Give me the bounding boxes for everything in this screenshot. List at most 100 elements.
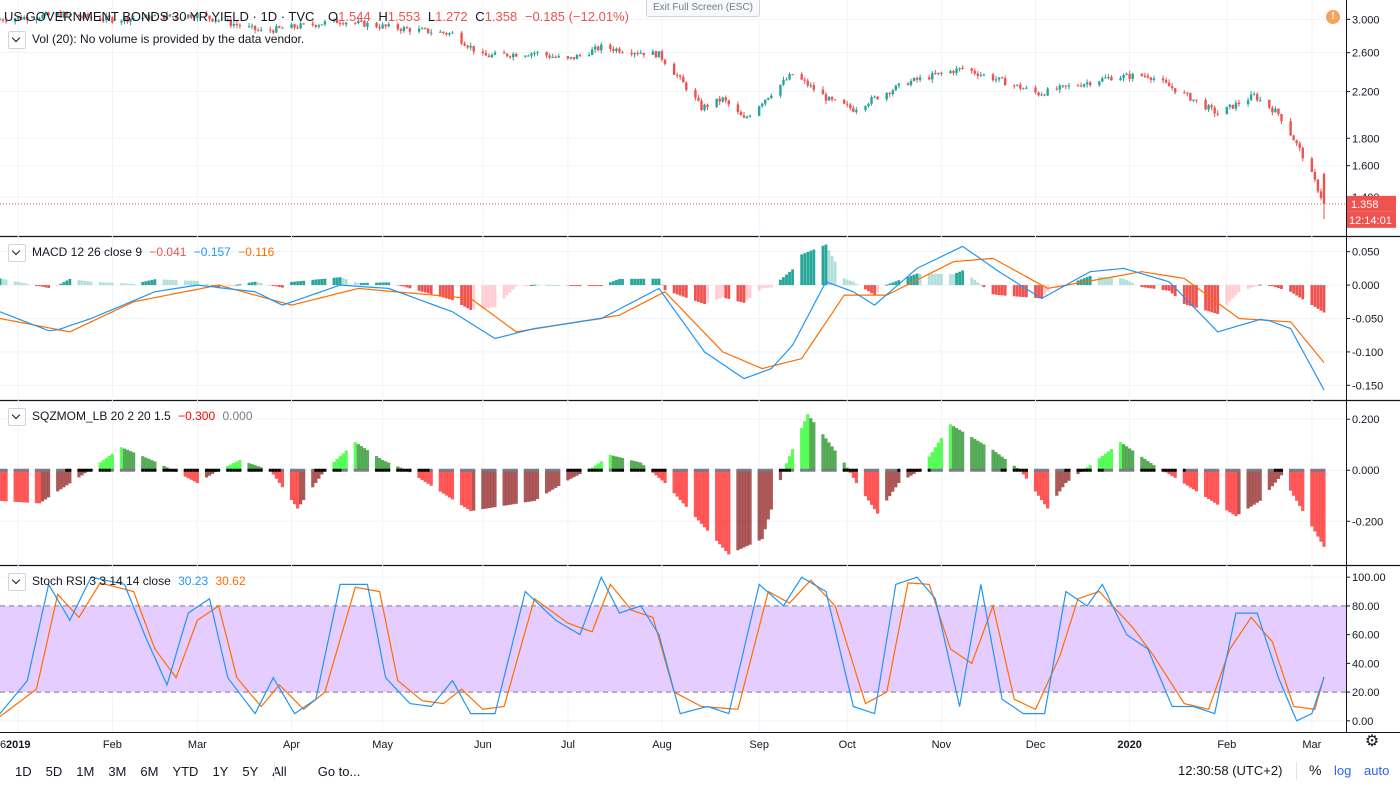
macd-histogram-bar xyxy=(596,285,600,287)
squeeze-bar xyxy=(384,461,388,471)
squeeze-bar xyxy=(459,470,464,506)
candle-body xyxy=(533,52,536,54)
candle-body xyxy=(976,73,980,76)
squeeze-bar xyxy=(508,470,512,505)
squeeze-dot xyxy=(1310,468,1314,472)
squeeze-dot xyxy=(192,468,196,472)
macd-histogram-bar xyxy=(1270,285,1274,287)
timeframe-1m[interactable]: 1M xyxy=(76,763,95,779)
macd-histogram-bar xyxy=(684,285,688,298)
timeframe-6m[interactable]: 6M xyxy=(140,763,159,779)
squeeze-dot xyxy=(970,468,974,472)
squeeze-bar xyxy=(1152,465,1156,471)
candle-body xyxy=(1289,121,1292,136)
macd-line-value: −0.157 xyxy=(193,245,231,260)
squeeze-dot xyxy=(37,468,41,472)
macd-histogram-bar xyxy=(991,285,995,295)
candle-body xyxy=(105,15,108,21)
candle-body xyxy=(1174,88,1177,93)
macd-histogram-bar xyxy=(1103,277,1107,286)
time-axis[interactable]: 6 2019 Feb Mar Apr May Jun Jul Aug Sep Oct Nov Dec 20… xyxy=(0,739,1322,751)
squeeze-dot xyxy=(1149,468,1153,472)
squeeze-bar xyxy=(800,428,804,471)
candle-body xyxy=(593,46,597,50)
squeeze-dot xyxy=(939,468,943,472)
squeeze-bar xyxy=(736,470,740,551)
squeeze-dot xyxy=(933,468,937,472)
squeeze-bar xyxy=(1046,470,1050,509)
macd-histogram-bar xyxy=(1110,277,1113,286)
squeeze-bar xyxy=(672,470,676,494)
candle-body xyxy=(1313,172,1317,180)
chevron-down-icon[interactable] xyxy=(8,573,26,591)
squeeze-dot xyxy=(34,468,38,472)
candle-body xyxy=(484,53,488,56)
timeframe-1y[interactable]: 1Y xyxy=(212,763,229,779)
squeeze-bar xyxy=(493,470,497,508)
squeeze-dot xyxy=(1301,468,1305,472)
macd-histogram-bar xyxy=(387,282,391,286)
timeframe-5d[interactable]: 5D xyxy=(45,763,63,779)
macd-histogram-bar xyxy=(821,245,825,286)
macd-histogram-bar xyxy=(788,271,791,286)
macd-histogram-bar xyxy=(47,285,50,288)
macd-histogram-bar xyxy=(779,279,782,286)
squeeze-dot xyxy=(961,468,965,472)
macd-histogram-bar xyxy=(323,278,327,286)
squeeze-bar xyxy=(891,470,895,492)
candle-body xyxy=(205,13,208,16)
macd-histogram-bar xyxy=(785,274,788,286)
open-value: 1.544 xyxy=(338,9,371,24)
alert-icon[interactable]: ! xyxy=(1326,10,1340,24)
candle-body xyxy=(952,70,955,74)
macd-histogram-bar xyxy=(165,279,169,286)
time-tick-label: Feb xyxy=(1217,739,1236,751)
exit-fullscreen-button[interactable]: Exit Full Screen (ESC) xyxy=(646,0,760,17)
macd-histogram-bar xyxy=(748,285,752,299)
price-scales[interactable]: 3.0002.6002.2001.8001.6001.4001.35812:14… xyxy=(1346,14,1396,728)
macd-histogram-bar xyxy=(299,281,303,286)
timeframe-1d[interactable]: 1D xyxy=(15,763,32,779)
timeframe-5y[interactable]: 5Y xyxy=(242,763,259,779)
candle-body xyxy=(1204,100,1207,110)
timeframe-all[interactable]: All xyxy=(272,763,287,779)
chevron-down-icon[interactable] xyxy=(8,244,26,262)
squeeze-dot xyxy=(1064,468,1068,472)
macd-histogram-bar xyxy=(557,284,561,286)
squeeze-bar xyxy=(869,470,874,505)
squeeze-bar xyxy=(359,446,363,471)
macd-histogram-bar xyxy=(630,278,634,286)
squeeze-bar xyxy=(1207,470,1211,499)
squeeze-momentum-pane[interactable] xyxy=(0,414,1326,555)
squeeze-bar xyxy=(523,470,527,503)
macd-histogram-bar xyxy=(545,284,549,286)
gear-icon[interactable]: ⚙ xyxy=(1364,733,1380,750)
squeeze-dot xyxy=(654,468,658,472)
squeeze-dot xyxy=(0,468,2,472)
price-pane[interactable] xyxy=(0,10,1346,220)
squeeze-dot xyxy=(1273,468,1277,472)
clock-label[interactable]: 12:30:58 (UTC+2) xyxy=(1178,763,1283,778)
stoch-rsi-pane[interactable] xyxy=(0,575,1346,722)
auto-toggle[interactable]: auto xyxy=(1364,763,1390,778)
goto-button[interactable]: Go to... xyxy=(317,763,361,779)
candle-body xyxy=(214,20,217,22)
macd-pane[interactable] xyxy=(0,244,1326,391)
candle-body xyxy=(833,99,837,101)
squeeze-bar xyxy=(1194,470,1199,492)
squeeze-dot xyxy=(863,468,867,472)
chevron-down-icon[interactable] xyxy=(8,31,26,49)
timeframe-3m[interactable]: 3M xyxy=(108,763,127,779)
candle-body xyxy=(1082,84,1086,87)
macd-histogram-bar xyxy=(569,285,573,287)
squeeze-dot xyxy=(745,468,749,472)
log-toggle[interactable]: log xyxy=(1334,763,1352,778)
chevron-down-icon[interactable] xyxy=(8,408,26,426)
timeframe-ytd[interactable]: YTD xyxy=(172,763,199,779)
candle-body xyxy=(548,55,551,58)
percent-toggle[interactable]: % xyxy=(1309,762,1322,778)
macd-histogram-bar xyxy=(232,285,236,287)
macd-histogram-bar xyxy=(1146,285,1150,288)
squeeze-bar xyxy=(888,470,892,497)
